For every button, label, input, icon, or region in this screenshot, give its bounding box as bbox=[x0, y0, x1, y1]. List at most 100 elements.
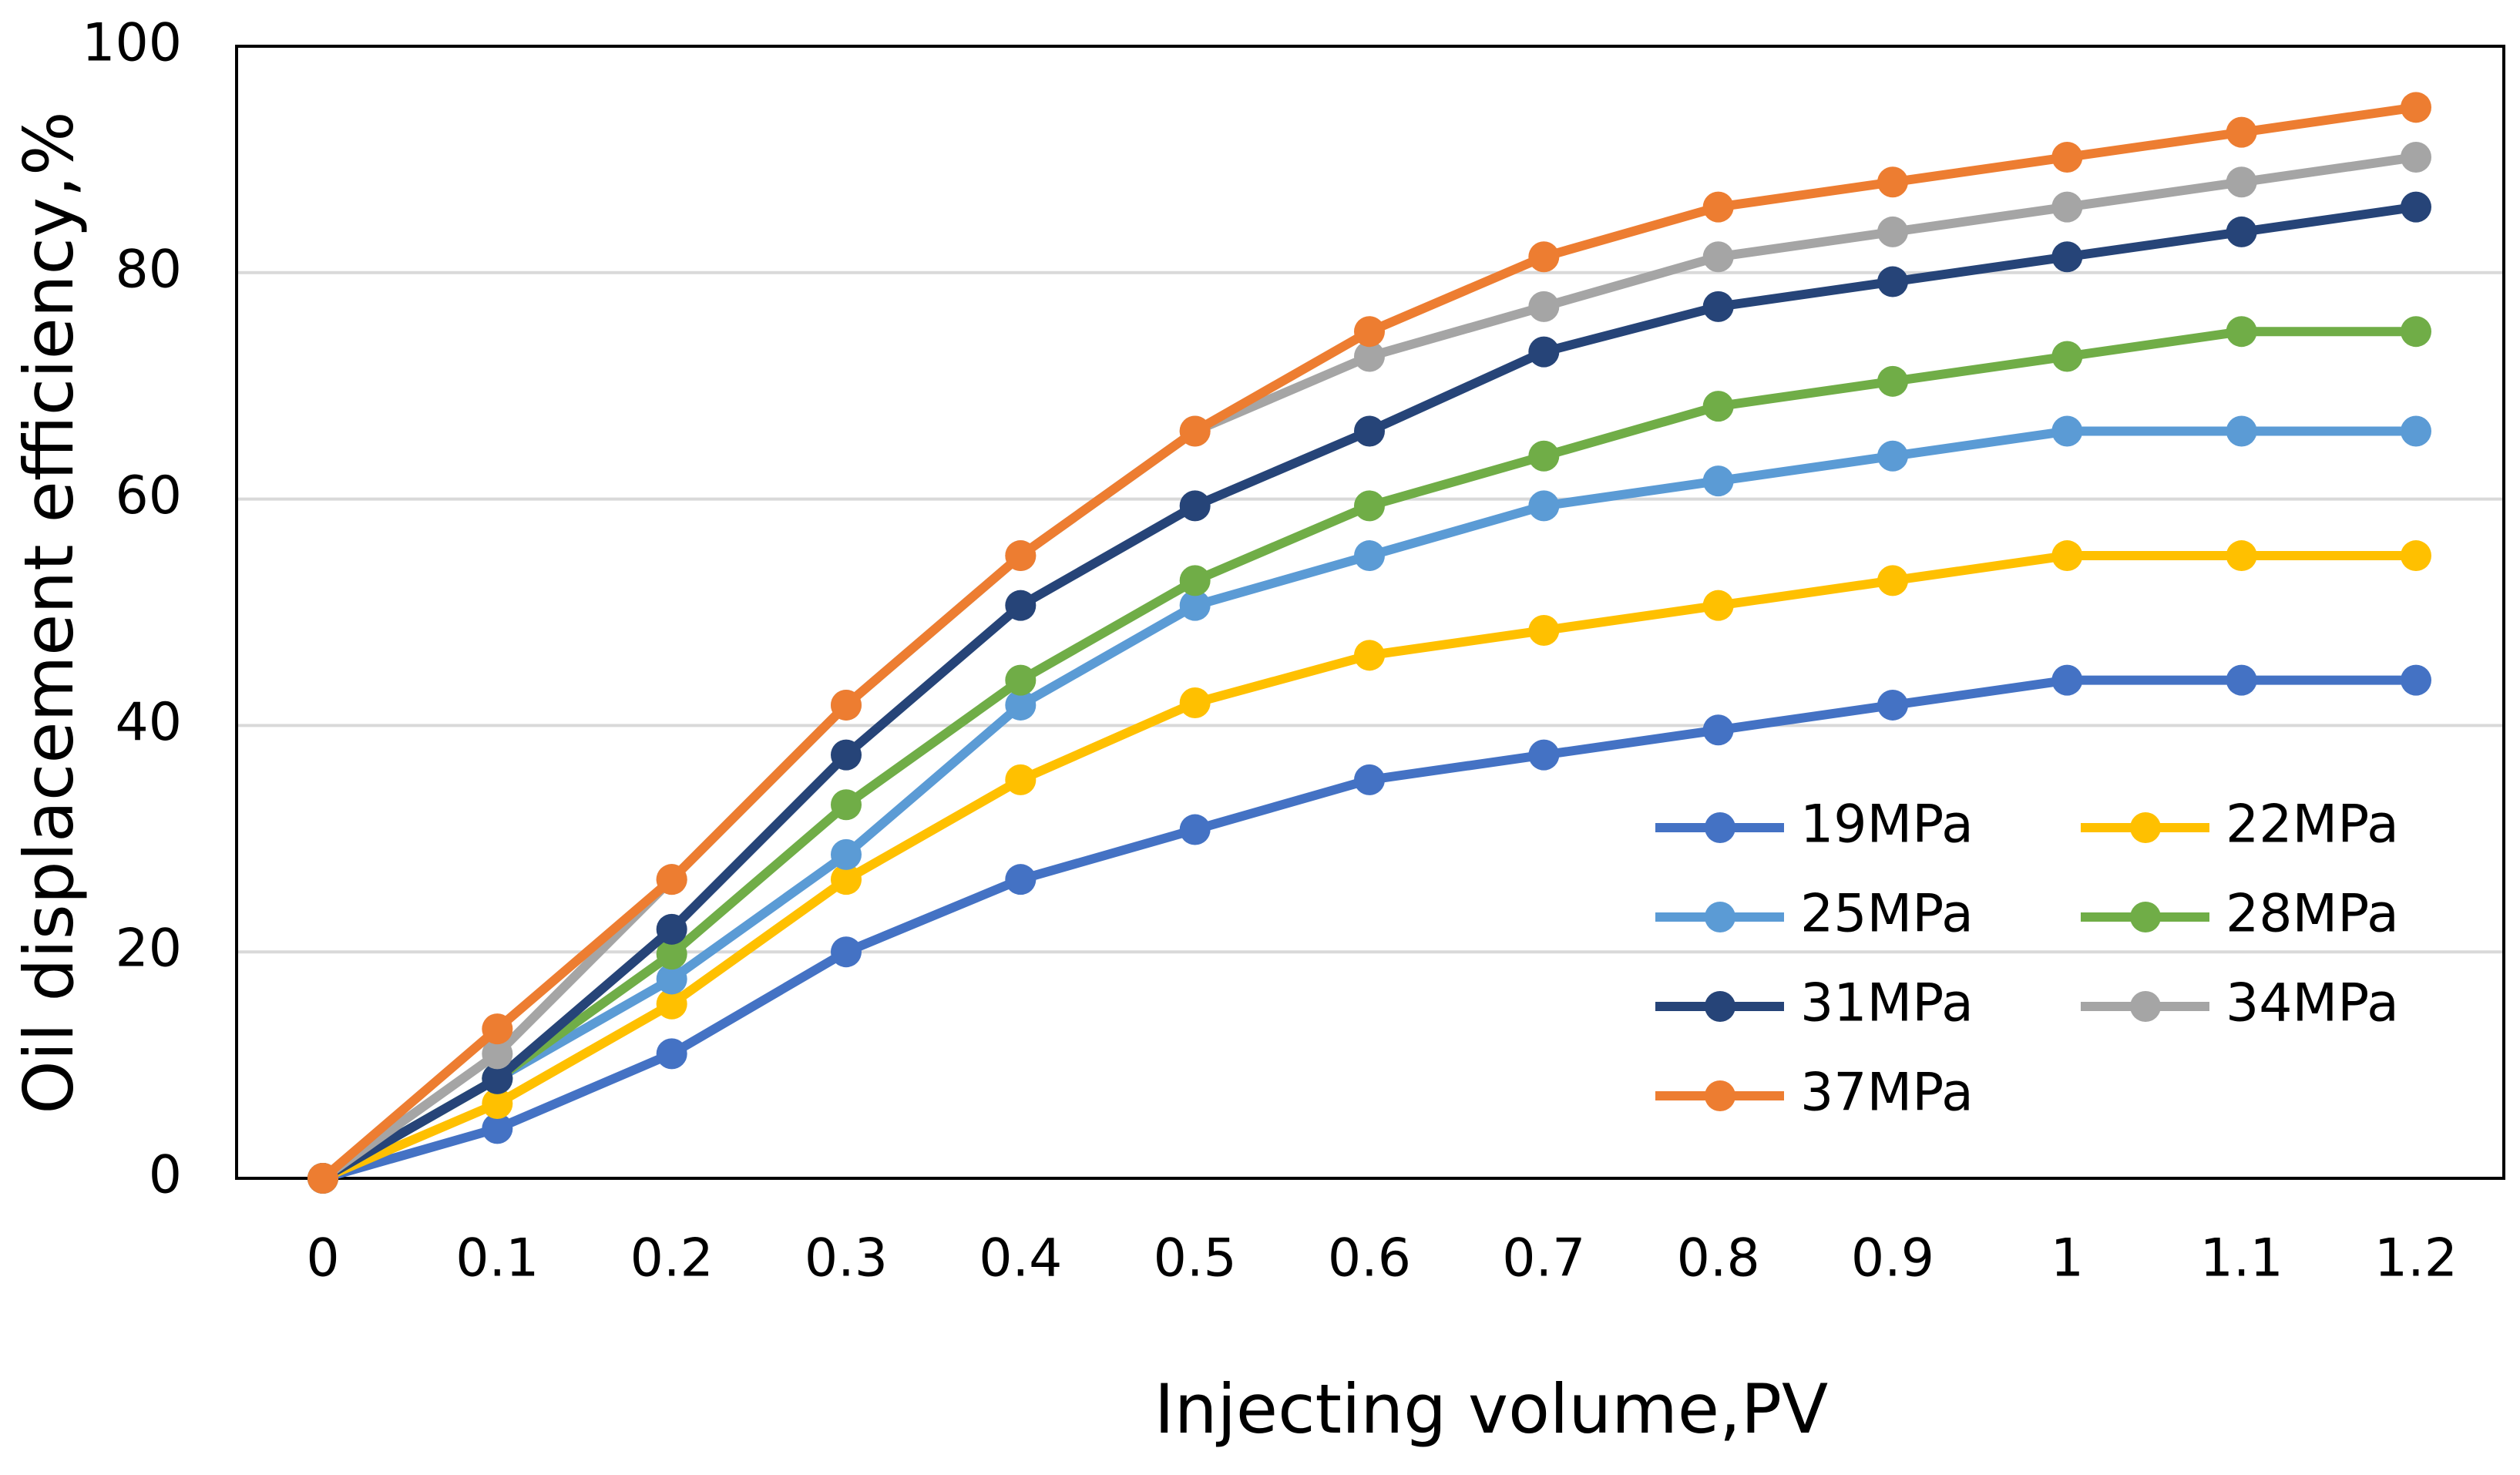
data-point bbox=[1702, 714, 1734, 746]
data-point bbox=[2401, 316, 2431, 348]
data-point bbox=[1354, 764, 1385, 795]
data-point bbox=[1877, 440, 1908, 472]
legend-marker bbox=[2130, 991, 2161, 1022]
x-tick-label: 0.4 bbox=[979, 1228, 1062, 1289]
data-point bbox=[482, 1113, 513, 1144]
data-point bbox=[831, 789, 862, 821]
data-point bbox=[1528, 241, 1560, 273]
data-point bbox=[656, 963, 687, 995]
data-point bbox=[1179, 490, 1211, 522]
y-tick-label: 60 bbox=[115, 465, 182, 526]
data-point bbox=[2051, 540, 2083, 572]
legend-label: 28MPa bbox=[2226, 884, 2399, 945]
data-point bbox=[656, 864, 687, 895]
data-point bbox=[2226, 166, 2257, 198]
x-tick-label: 0.9 bbox=[1851, 1228, 1934, 1289]
y-tick-label: 20 bbox=[115, 919, 182, 979]
legend-marker bbox=[1705, 902, 1735, 932]
data-point bbox=[2051, 241, 2083, 273]
x-tick-label: 0.7 bbox=[1502, 1228, 1585, 1289]
data-point bbox=[831, 689, 862, 721]
x-tick-label: 0.6 bbox=[1328, 1228, 1411, 1289]
legend-marker bbox=[2130, 812, 2161, 843]
y-axis-title: Oil displacement efficiency,% bbox=[9, 111, 89, 1114]
data-point bbox=[2051, 141, 2083, 173]
data-point bbox=[2226, 415, 2257, 447]
legend-label: 22MPa bbox=[2226, 795, 2399, 855]
data-point bbox=[1179, 687, 1211, 719]
data-point bbox=[2051, 341, 2083, 372]
data-point bbox=[2226, 316, 2257, 348]
legend-label: 25MPa bbox=[1800, 884, 1974, 945]
data-point bbox=[2226, 540, 2257, 572]
legend-marker bbox=[1705, 991, 1735, 1022]
y-tick-label: 40 bbox=[115, 692, 182, 753]
series-line bbox=[321, 327, 2416, 1183]
data-point bbox=[2401, 191, 2431, 223]
data-point bbox=[1528, 490, 1560, 522]
data-point bbox=[1877, 166, 1908, 198]
data-point bbox=[1528, 615, 1560, 647]
data-point bbox=[2051, 415, 2083, 447]
data-point bbox=[482, 1013, 513, 1045]
data-point bbox=[1528, 440, 1560, 472]
data-point bbox=[656, 1038, 687, 1070]
data-point bbox=[1702, 191, 1734, 223]
data-point bbox=[1354, 415, 1385, 447]
x-tick-label: 0.8 bbox=[1677, 1228, 1760, 1289]
data-point bbox=[482, 1038, 513, 1070]
data-point bbox=[1354, 540, 1385, 572]
data-point bbox=[1005, 864, 1037, 895]
data-point bbox=[1354, 640, 1385, 671]
legend-label: 19MPa bbox=[1800, 795, 1974, 855]
data-point bbox=[1005, 689, 1037, 721]
x-tick-label: 0.1 bbox=[455, 1228, 539, 1289]
data-point bbox=[1528, 291, 1560, 322]
data-point bbox=[1005, 764, 1037, 795]
data-point bbox=[1877, 689, 1908, 721]
data-point bbox=[831, 936, 862, 968]
data-point bbox=[1005, 590, 1037, 621]
data-point bbox=[656, 988, 687, 1020]
legend-label: 37MPa bbox=[1800, 1063, 1974, 1124]
y-tick-label: 0 bbox=[149, 1145, 182, 1206]
data-point bbox=[2401, 664, 2431, 696]
data-point bbox=[831, 864, 862, 895]
data-point bbox=[1005, 664, 1037, 696]
x-tick-label: 0.2 bbox=[630, 1228, 714, 1289]
data-point bbox=[1702, 590, 1734, 621]
x-tick-label: 1.1 bbox=[2200, 1228, 2283, 1289]
data-point bbox=[2051, 664, 2083, 696]
legend-label: 31MPa bbox=[1800, 973, 1974, 1034]
data-point bbox=[1528, 739, 1560, 771]
data-point bbox=[1877, 216, 1908, 247]
legend-label: 34MPa bbox=[2226, 973, 2399, 1034]
x-tick-label: 0.5 bbox=[1154, 1228, 1237, 1289]
data-point bbox=[1354, 490, 1385, 522]
data-point bbox=[1877, 266, 1908, 297]
data-point bbox=[831, 739, 862, 771]
data-point bbox=[1354, 341, 1385, 372]
data-point bbox=[482, 1063, 513, 1094]
data-point bbox=[656, 913, 687, 945]
data-point bbox=[2051, 191, 2083, 223]
data-point bbox=[2401, 92, 2431, 123]
data-point bbox=[2401, 540, 2431, 572]
data-point bbox=[2401, 415, 2431, 447]
data-point bbox=[1354, 316, 1385, 348]
x-tick-label: 1 bbox=[2051, 1228, 2084, 1289]
data-point bbox=[1702, 241, 1734, 273]
x-axis-title: Injecting volume,PV bbox=[1154, 1369, 1829, 1449]
x-tick-label: 0 bbox=[306, 1228, 339, 1289]
data-point bbox=[2401, 141, 2431, 173]
y-tick-label: 80 bbox=[115, 239, 182, 300]
data-point bbox=[1005, 540, 1037, 572]
data-point bbox=[2226, 116, 2257, 148]
data-point bbox=[1702, 391, 1734, 422]
legend-marker bbox=[1705, 812, 1735, 843]
data-point bbox=[831, 838, 862, 870]
data-point bbox=[482, 1088, 513, 1120]
data-point bbox=[1179, 565, 1211, 596]
data-point bbox=[1528, 336, 1560, 368]
